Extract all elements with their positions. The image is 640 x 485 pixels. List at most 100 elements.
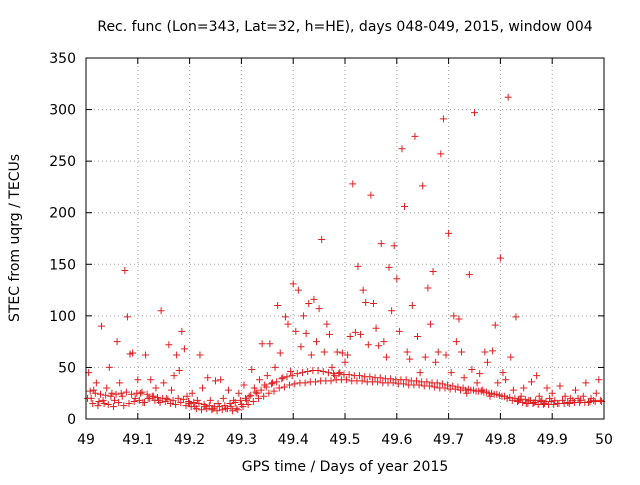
data-point: [219, 394, 227, 402]
data-point: [195, 400, 203, 408]
data-point: [447, 369, 455, 377]
data-point: [98, 322, 106, 330]
data-point: [170, 372, 178, 380]
data-point: [535, 392, 543, 400]
data-point: [258, 340, 266, 348]
data-point: [109, 403, 117, 411]
data-point: [406, 355, 414, 363]
data-point: [572, 386, 580, 394]
data-point: [595, 376, 603, 384]
data-point: [424, 284, 432, 292]
data-point: [276, 349, 284, 357]
x-tick-label: 49: [77, 432, 95, 448]
data-point: [160, 379, 168, 387]
data-point: [165, 341, 173, 349]
data-point: [245, 392, 253, 400]
data-point: [400, 380, 408, 388]
data-point: [344, 351, 352, 359]
data-point: [387, 375, 395, 383]
data-point: [190, 398, 198, 406]
data-point: [579, 392, 587, 400]
data-point: [547, 397, 555, 405]
data-point: [374, 378, 382, 386]
data-point: [278, 375, 286, 383]
data-point: [279, 374, 287, 382]
data-point: [591, 397, 599, 405]
data-point: [412, 377, 420, 385]
data-point: [240, 381, 248, 389]
data-point: [116, 379, 124, 387]
data-point: [270, 387, 278, 395]
data-point: [104, 401, 112, 409]
data-point: [105, 363, 113, 371]
data-point: [582, 379, 590, 387]
x-tick-label: 49.2: [174, 432, 205, 448]
data-point: [153, 393, 161, 401]
data-point: [112, 390, 120, 398]
data-point: [414, 332, 422, 340]
data-point: [90, 386, 98, 394]
data-point: [214, 400, 222, 408]
data-point: [164, 395, 172, 403]
data-point: [297, 343, 305, 351]
data-point: [471, 109, 478, 117]
data-point: [185, 397, 193, 405]
data-point: [434, 348, 442, 356]
data-point: [102, 391, 110, 399]
data-point: [320, 348, 328, 356]
data-point: [333, 348, 341, 356]
data-point: [495, 391, 503, 399]
data-point: [288, 372, 296, 380]
data-point: [275, 384, 283, 392]
data-point: [242, 394, 250, 402]
data-point: [480, 388, 488, 396]
data-point: [336, 369, 344, 377]
data-point: [358, 377, 366, 385]
data-point: [248, 365, 256, 373]
data-point: [128, 390, 136, 398]
y-tick-label: 50: [58, 360, 76, 376]
data-point: [439, 115, 447, 123]
data-point: [581, 398, 589, 406]
data-point: [546, 394, 554, 402]
data-point: [212, 377, 219, 385]
data-point: [304, 368, 312, 376]
data-point: [395, 327, 403, 335]
data-point: [491, 321, 499, 329]
data-point: [206, 396, 214, 404]
data-point: [284, 320, 292, 328]
data-point: [367, 191, 375, 199]
data-point: [235, 389, 243, 397]
data-point: [247, 391, 255, 399]
data-point: [244, 401, 252, 409]
data-point: [268, 379, 276, 387]
data-point: [561, 392, 569, 400]
data-point: [175, 367, 183, 375]
data-point: [438, 380, 446, 388]
data-point: [289, 280, 297, 288]
data-point: [338, 349, 346, 357]
data-point: [103, 384, 111, 392]
data-point: [205, 402, 213, 410]
y-tick-label: 350: [49, 51, 76, 67]
data-point: [315, 305, 323, 313]
data-point: [148, 392, 156, 400]
data-point: [281, 313, 289, 321]
data-point: [351, 328, 359, 336]
data-point: [179, 395, 187, 403]
data-point: [502, 376, 510, 384]
x-tick-label: 50: [595, 432, 613, 448]
data-point: [256, 376, 264, 384]
data-point: [327, 377, 335, 385]
x-tick-label: 49.7: [433, 432, 464, 448]
data-point: [463, 389, 471, 397]
data-point: [299, 369, 307, 377]
data-point: [229, 407, 237, 415]
data-point: [302, 329, 310, 337]
data-point: [134, 376, 142, 384]
data-point: [335, 370, 343, 378]
data-point: [506, 393, 514, 401]
data-point: [429, 268, 437, 276]
data-point: [437, 150, 445, 158]
